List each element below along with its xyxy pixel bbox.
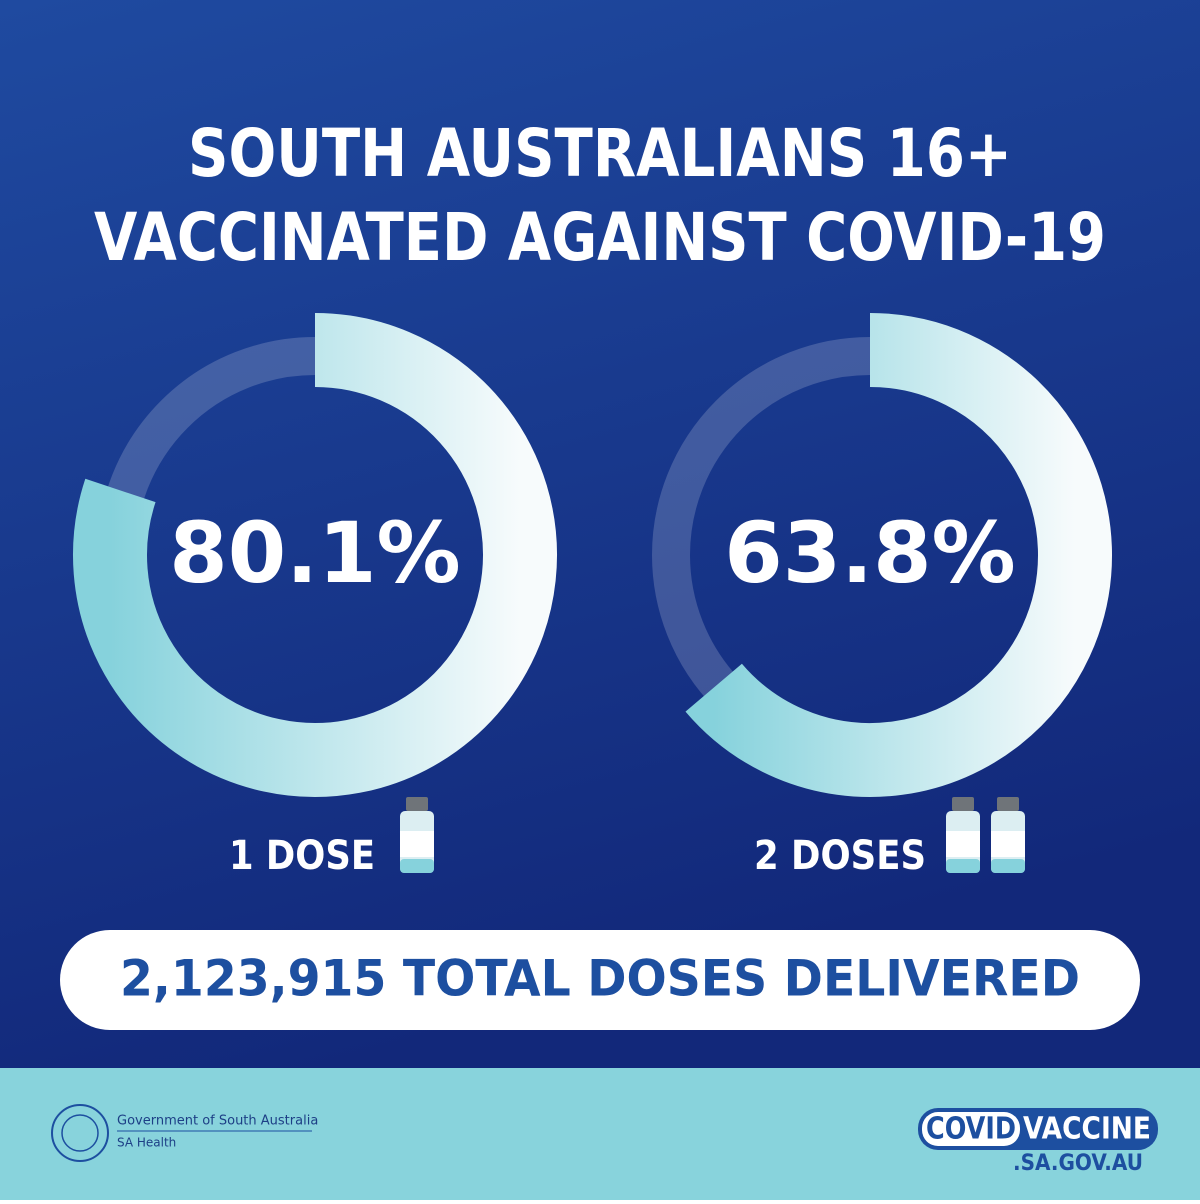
percent-label: 80.1% bbox=[169, 504, 460, 602]
brand-vaccine: VACCINE bbox=[1023, 1112, 1151, 1147]
total-pill bbox=[60, 930, 1140, 1030]
background bbox=[0, 0, 1200, 1068]
vial-base bbox=[991, 859, 1025, 873]
brand-logo bbox=[918, 1108, 1158, 1150]
donut-arc bbox=[685, 313, 1112, 797]
title-line: VACCINATED AGAINST COVID-19 bbox=[94, 199, 1106, 276]
brand-covid: COVID bbox=[926, 1112, 1016, 1147]
vial-label bbox=[991, 831, 1025, 857]
vial-icon bbox=[400, 797, 434, 873]
sa-logo bbox=[51, 1104, 312, 1162]
department-name: SA Health bbox=[117, 1136, 176, 1150]
total-doses: 2,123,915 TOTAL DOSES DELIVERED bbox=[120, 950, 1080, 1008]
vial-icon bbox=[991, 797, 1025, 873]
government-name: Government of South Australia bbox=[117, 1114, 318, 1129]
brand-domain: .SA.GOV.AU bbox=[1013, 1151, 1143, 1176]
dose-label: 1 DOSE bbox=[229, 833, 375, 879]
vial-base bbox=[946, 859, 980, 873]
title-line: SOUTH AUSTRALIANS 16+ bbox=[188, 115, 1012, 192]
donut-arc bbox=[73, 313, 557, 797]
vial-cap bbox=[997, 797, 1019, 811]
vial-label bbox=[946, 831, 980, 857]
vial-cap bbox=[406, 797, 428, 811]
vial-label bbox=[400, 831, 434, 857]
vial-base bbox=[400, 859, 434, 873]
vial-icon bbox=[946, 797, 980, 873]
dose-label: 2 DOSES bbox=[754, 833, 926, 879]
percent-label: 63.8% bbox=[724, 504, 1015, 602]
vial-cap bbox=[952, 797, 974, 811]
